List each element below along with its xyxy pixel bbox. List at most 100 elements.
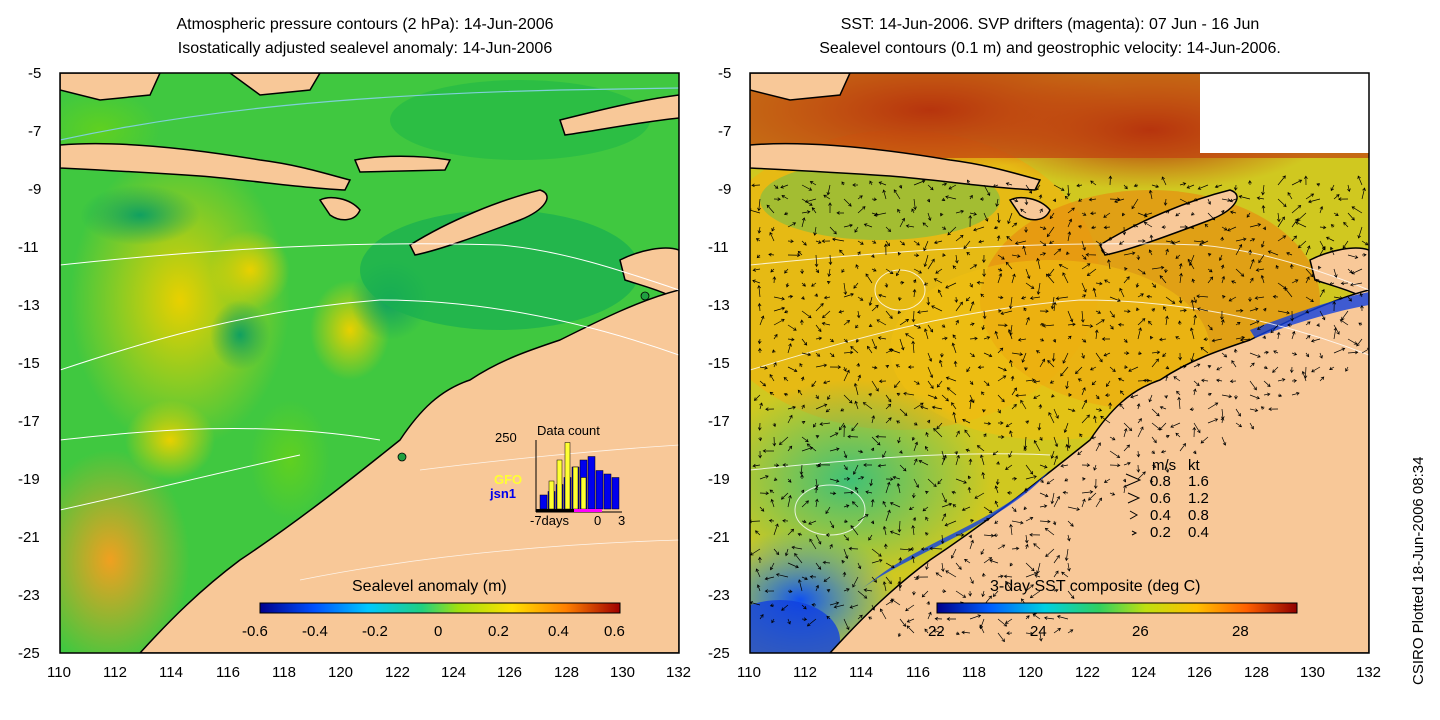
- velocity-arrow: [841, 268, 845, 273]
- velocity-arrow: [1024, 198, 1029, 206]
- velocity-arrow: [997, 375, 1007, 382]
- velocity-arrow: [885, 394, 892, 403]
- velocity-arrow: [885, 477, 894, 482]
- velocity-arrow: [1081, 352, 1085, 359]
- velocity-arrow: [1263, 365, 1268, 370]
- sealevel-colorbar: [259, 602, 621, 614]
- velocity-arrow: [997, 347, 1004, 354]
- velocity-arrow: [1256, 196, 1265, 201]
- velocity-arrow: [764, 589, 775, 593]
- velocity-arrow: [1103, 212, 1111, 218]
- velocity-arrow: [832, 237, 845, 242]
- velocity-arrow: [980, 454, 985, 466]
- velocity-arrow: [1146, 294, 1153, 299]
- velocity-arrow: [1193, 450, 1197, 455]
- velocity-arrow: [969, 282, 973, 288]
- velocity-arrow: [1117, 322, 1125, 327]
- velocity-arrow: [1176, 390, 1181, 396]
- credit-label: CSIRO Plotted 18-Jun-2006 08:34: [1410, 456, 1427, 685]
- velocity-arrow: [1249, 380, 1257, 391]
- velocity-arrow: [791, 545, 803, 550]
- velocity-arrow: [1310, 338, 1321, 343]
- velocity-arrow: [969, 301, 975, 312]
- velocity-arrow: [800, 319, 804, 326]
- velocity-arrow: [1175, 432, 1181, 438]
- velocity-arrow: [908, 506, 915, 510]
- velocity-arrow: [1109, 463, 1121, 468]
- velocity-arrow: [850, 525, 859, 536]
- velocity-arrow: [1207, 198, 1212, 205]
- x-tick: 116: [906, 664, 930, 681]
- velocity-arrow: [1256, 324, 1265, 330]
- velocity-arrow: [801, 240, 807, 246]
- velocity-arrow: [787, 494, 792, 508]
- velocity-arrow: [836, 211, 845, 215]
- velocity-arrow: [773, 362, 777, 368]
- velocity-arrow: [1151, 450, 1155, 455]
- velocity-arrow: [1081, 387, 1086, 396]
- velocity-arrow: [1248, 180, 1252, 186]
- velocity-arrow: [1081, 294, 1087, 298]
- velocity-arrow: [939, 212, 944, 217]
- velocity-arrow: [992, 184, 999, 188]
- velocity-arrow: [1165, 296, 1176, 304]
- velocity-arrow: [1079, 433, 1083, 438]
- velocity-arrow: [829, 338, 834, 343]
- velocity-arrow: [801, 436, 809, 443]
- velocity-arrow: [801, 338, 808, 346]
- velocity-arrow: [842, 424, 847, 438]
- colorbar-tick: 0: [434, 623, 443, 640]
- velocity-arrow: [773, 318, 785, 326]
- velocity-arrow: [964, 429, 971, 438]
- velocity-arrow: [1045, 273, 1055, 284]
- velocity-arrow: [1291, 379, 1298, 383]
- velocity-arrow: [965, 448, 971, 453]
- velocity-arrow: [1081, 212, 1087, 216]
- velocity-arrow: [913, 324, 922, 329]
- velocity-arrow: [1291, 205, 1302, 214]
- velocity-arrow: [759, 491, 770, 496]
- velocity-arrow: [1053, 554, 1060, 564]
- velocity-arrow: [852, 576, 859, 588]
- velocity-arrow: [896, 420, 901, 424]
- velocity-arrow: [1005, 580, 1013, 592]
- velocity-arrow: [863, 463, 873, 467]
- velocity-arrow: [783, 392, 789, 397]
- velocity-arrow: [773, 296, 785, 301]
- velocity-arrow: [1179, 443, 1187, 452]
- velocity-arrow: [758, 436, 763, 442]
- velocity-arrow: [1171, 240, 1181, 245]
- velocity-arrow: [926, 198, 931, 203]
- velocity-arrow: [1207, 392, 1212, 397]
- velocity-arrow: [843, 519, 848, 524]
- velocity-arrow: [996, 235, 1001, 242]
- velocity-arrow: [911, 524, 915, 536]
- velocity-arrow: [1329, 366, 1335, 371]
- inset-title: Data count: [537, 423, 600, 438]
- velocity-arrow: [1235, 308, 1244, 313]
- velocity-arrow: [799, 464, 804, 476]
- velocity-arrow: [1064, 478, 1069, 482]
- velocity-arrow: [997, 574, 1004, 579]
- velocity-arrow: [823, 380, 831, 385]
- velocity-arrow: [815, 394, 819, 400]
- velocity-arrow: [1273, 350, 1279, 354]
- velocity-arrow: [1095, 240, 1103, 246]
- velocity-arrow: [994, 500, 999, 508]
- velocity-arrow: [913, 268, 923, 274]
- velocity-arrow: [1333, 347, 1346, 354]
- velocity-arrow: [973, 226, 985, 232]
- velocity-arrow: [1053, 436, 1059, 448]
- velocity-arrow: [1108, 236, 1112, 242]
- velocity-arrow: [770, 498, 775, 508]
- velocity-arrow: [955, 454, 960, 466]
- velocity-arrow: [1347, 350, 1359, 355]
- velocity-arrow: [1011, 403, 1017, 410]
- velocity-arrow: [1025, 282, 1035, 289]
- velocity-arrow: [773, 333, 778, 340]
- velocity-arrow: [1101, 337, 1111, 341]
- velocity-arrow: [822, 560, 831, 565]
- velocity-arrow: [1358, 322, 1363, 326]
- velocity-arrow: [1014, 240, 1027, 245]
- velocity-arrow: [1249, 258, 1255, 270]
